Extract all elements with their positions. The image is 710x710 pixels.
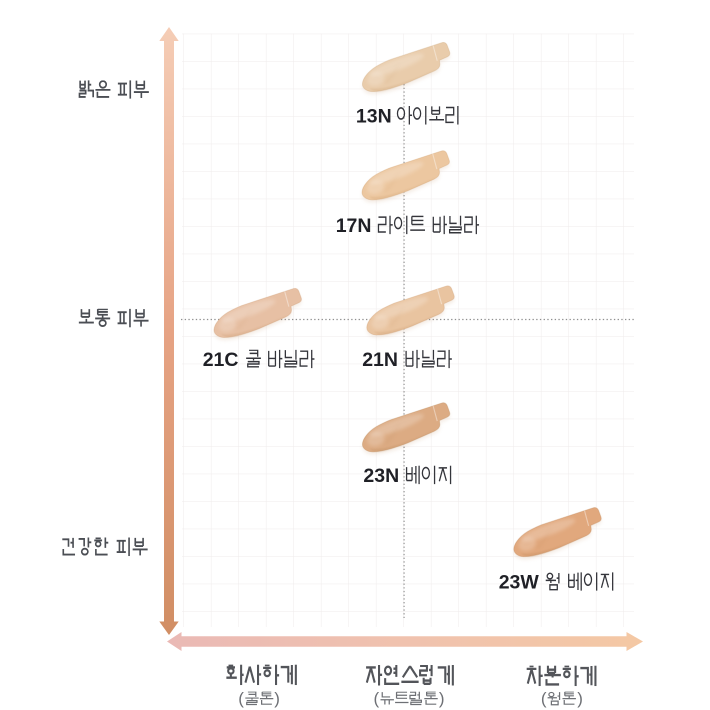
svg-text:): ) <box>274 689 280 708</box>
svg-text:17N: 17N <box>336 215 372 237</box>
svg-text:21N: 21N <box>362 349 398 371</box>
svg-text:13N: 13N <box>356 106 392 128</box>
svg-text:(: ( <box>374 689 380 708</box>
svg-text:23N: 23N <box>363 465 399 487</box>
svg-text:23W: 23W <box>499 572 540 594</box>
svg-text:): ) <box>439 689 445 708</box>
svg-text:(: ( <box>238 689 244 708</box>
svg-text:21C: 21C <box>203 349 239 371</box>
svg-text:(: ( <box>541 689 547 708</box>
svg-text:): ) <box>577 689 583 708</box>
